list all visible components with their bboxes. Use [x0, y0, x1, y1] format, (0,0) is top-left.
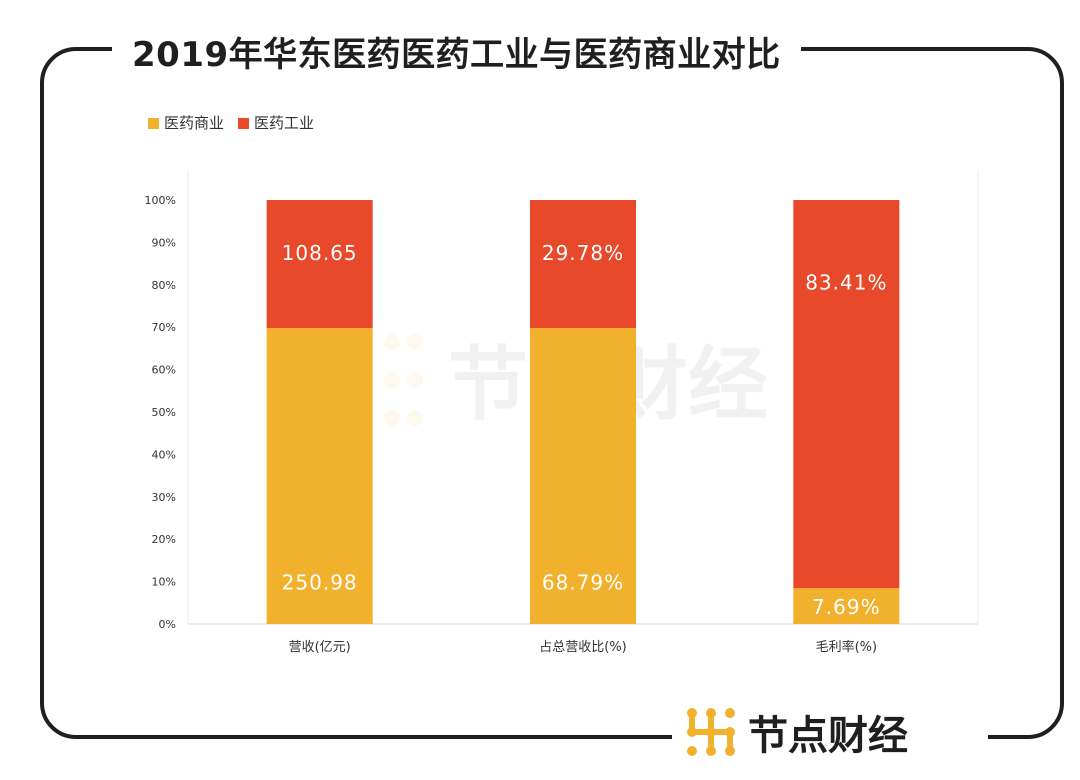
bar-industry [793, 200, 900, 589]
data-label-industry: 29.78% [542, 241, 624, 265]
x-category-label: 毛利率(%) [816, 639, 878, 655]
brand-logo-icon [687, 708, 735, 756]
y-tick-label: 10% [152, 576, 176, 589]
watermark-logo-dot [407, 410, 423, 426]
bar-industry [266, 200, 373, 329]
watermark-logo-icon [384, 334, 400, 350]
y-tick-label: 70% [152, 321, 176, 334]
y-tick-label: 0% [159, 618, 176, 631]
y-tick-label: 50% [152, 406, 176, 419]
y-tick-label: 30% [152, 491, 176, 504]
legend-swatch-0 [148, 118, 159, 129]
data-label-commerce: 7.69% [812, 595, 881, 619]
watermark-logo-dot [407, 372, 423, 388]
watermark-logo-dot [384, 410, 400, 426]
data-label-commerce: 250.98 [282, 571, 358, 595]
chart-title: 2019年华东医药医药工业与医药商业对比 [132, 34, 781, 75]
y-tick-label: 40% [152, 448, 176, 461]
legend-label: 医药商业 [164, 114, 224, 132]
y-tick-label: 20% [152, 533, 176, 546]
y-tick-label: 100% [145, 194, 176, 207]
brand-name: 节点财经 [748, 713, 908, 759]
legend-swatch-1 [238, 118, 249, 129]
y-tick-label: 90% [152, 236, 176, 249]
bar-industry [530, 200, 636, 329]
y-tick-label: 80% [152, 279, 176, 292]
x-category-label: 占总营收比(%) [539, 640, 627, 655]
bar-commerce [793, 588, 900, 624]
title-bar: 2019年华东医药医药工业与医药商业对比 [112, 26, 801, 76]
legend-label: 医药工业 [254, 114, 314, 132]
bar-commerce [530, 328, 636, 624]
x-category-label: 营收(亿元) [289, 640, 351, 655]
bar-commerce [266, 328, 373, 624]
data-label-industry: 108.65 [282, 241, 358, 265]
data-label-commerce: 68.79% [542, 571, 624, 595]
watermark-logo-dot [407, 334, 423, 350]
watermark-logo-dot [384, 372, 400, 388]
brand-footer: 节点财经 [672, 700, 988, 764]
y-tick-label: 60% [152, 364, 176, 377]
data-label-industry: 83.41% [805, 271, 887, 295]
